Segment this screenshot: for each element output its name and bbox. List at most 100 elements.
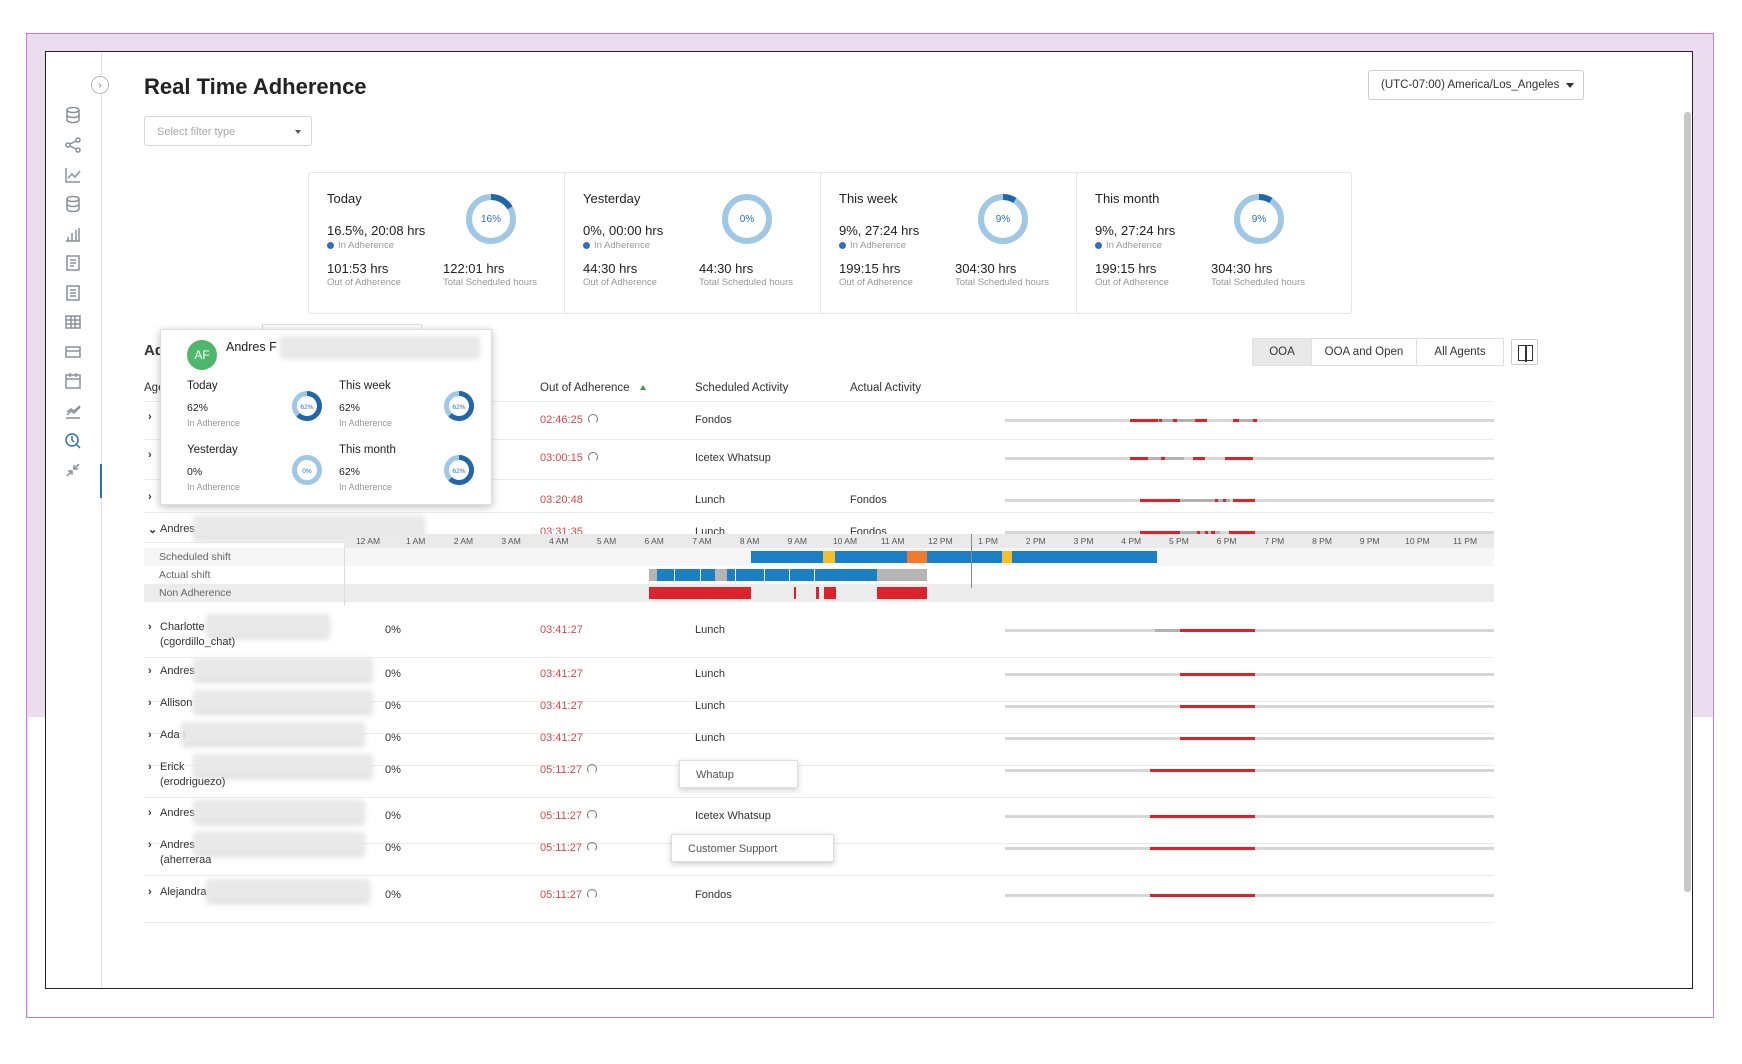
legend-dot-icon — [839, 242, 846, 249]
clock-search-icon[interactable] — [62, 430, 84, 452]
bar-chart-icon[interactable] — [62, 223, 84, 245]
agent-name-cell: Charlotte (cgordillo_chat) — [160, 620, 235, 650]
gantt-hour-tick: 5 PM — [1168, 536, 1189, 546]
actual-activity-cell: Fondos — [850, 494, 887, 506]
document-icon[interactable] — [62, 252, 84, 274]
calendar-icon[interactable] — [62, 370, 84, 392]
card-total-value: 304:30 hrs — [955, 261, 1017, 276]
chevron-right-icon[interactable]: › — [148, 807, 152, 819]
share-nodes-icon[interactable] — [62, 134, 84, 156]
header-scheduled-activity[interactable]: Scheduled Activity — [695, 382, 789, 394]
vertical-scrollbar[interactable] — [1684, 112, 1691, 892]
chevron-right-icon[interactable]: › — [148, 886, 152, 898]
gantt-segment — [835, 551, 907, 563]
gantt-hour-tick: 12 PM — [928, 536, 953, 546]
agent-name: Andres — [160, 807, 195, 819]
header-actual-activity[interactable]: Actual Activity — [850, 382, 921, 394]
chevron-right-icon[interactable]: › — [148, 729, 152, 741]
chevron-right-icon[interactable]: › — [148, 621, 152, 633]
gantt-divider — [344, 548, 345, 606]
adherence-donut: 0% — [722, 194, 772, 244]
tab-ooa-and-open[interactable]: OOA and Open — [1311, 338, 1417, 366]
card-ooa-label: Out of Adherence — [1095, 277, 1169, 288]
gantt-hour-tick: 4 PM — [1121, 536, 1142, 546]
timezone-value: (UTC-07:00) America/Los_Angeles — [1381, 79, 1560, 91]
sidebar-toggle-button[interactable]: › — [91, 76, 109, 94]
gantt-hour-tick: 5 AM — [596, 536, 617, 546]
timeline-ooa-segment — [1193, 457, 1205, 460]
timeline-idle-segment — [1180, 499, 1230, 502]
redacted-agent-name — [194, 832, 364, 854]
ooa-time: 03:00:15 — [540, 452, 583, 464]
gantt-hour-tick: 10 AM — [832, 536, 858, 546]
chevron-right-icon[interactable]: › — [148, 411, 152, 423]
timezone-select[interactable]: (UTC-07:00) America/Los_Angeles — [1368, 70, 1584, 100]
line-chart-icon[interactable] — [62, 164, 84, 186]
card-adherence-value: 0%, 00:00 hrs — [583, 223, 664, 238]
timeline-idle-segment — [1180, 531, 1220, 534]
gantt-segment — [877, 587, 927, 599]
adherence-donut-label: 0% — [740, 214, 755, 225]
out-of-adherence-cell: 05:11:27 — [540, 889, 598, 901]
gantt-segment — [794, 587, 796, 599]
ooa-time: 05:11:27 — [540, 842, 583, 854]
popover-adherence-donut-fill — [444, 391, 474, 421]
chevron-down-icon[interactable]: ⌄ — [148, 524, 158, 536]
out-of-adherence-cell: 05:11:27 — [540, 810, 598, 822]
caret-down-icon — [295, 130, 301, 134]
page-title: Real Time Adherence — [144, 74, 367, 99]
legend-dot-icon — [583, 242, 590, 249]
chevron-right-icon[interactable]: › — [148, 839, 152, 851]
ooa-time: 05:11:27 — [540, 889, 583, 901]
collapse-arrows-icon[interactable] — [62, 459, 84, 481]
chevron-right-icon[interactable]: › — [148, 449, 152, 461]
adherence-timeline — [1005, 815, 1494, 818]
card-total-value: 44:30 hrs — [699, 261, 754, 276]
agent-name-cell: Ada L — [160, 728, 189, 743]
database-icon[interactable] — [62, 104, 84, 126]
document-list-icon[interactable] — [62, 282, 84, 304]
redacted-agent-name — [194, 658, 372, 680]
gantt-hour-tick: 7 PM — [1264, 536, 1285, 546]
adherence-cell: 0% — [385, 842, 401, 854]
agent-adherence-popover: AF Andres F Today 62% In Adherence 62% This … — [160, 329, 492, 505]
gantt-label-scheduled: Scheduled shift — [159, 551, 231, 563]
timeline-ooa-segment — [1180, 705, 1255, 708]
tab-ooa-and-open-label: OOA and Open — [1324, 346, 1404, 358]
row-divider — [144, 765, 1494, 766]
card-icon[interactable] — [62, 341, 84, 363]
row-divider — [144, 439, 1494, 440]
header-agent[interactable]: Age — [144, 382, 165, 394]
header-out-of-adherence[interactable]: Out of Adherence — [540, 382, 646, 394]
columns-toggle-button[interactable] — [1511, 339, 1538, 365]
adherence-cell: 0% — [385, 624, 401, 636]
popover-period-title: Today — [187, 380, 218, 392]
chevron-right-icon[interactable]: › — [148, 491, 152, 503]
adherence-timeline — [1005, 673, 1494, 676]
card-title: This month — [1095, 191, 1160, 206]
tab-ooa[interactable]: OOA — [1252, 338, 1312, 366]
chevron-right-icon[interactable]: › — [148, 761, 152, 773]
gantt-segment — [727, 569, 837, 581]
chevron-right-icon[interactable]: › — [148, 665, 152, 677]
row-divider — [144, 922, 1494, 923]
popover-adherence-donut-label: 62% — [452, 404, 465, 411]
adherence-donut-label: 16% — [481, 214, 501, 225]
screenshot-frame: › Real Time Adherence Select filter type… — [26, 33, 1714, 1018]
agent-name-cell: Andres — [160, 806, 195, 821]
gantt-segment — [907, 551, 927, 563]
adherence-cell: 0% — [385, 668, 401, 680]
popover-period-label: In Adherence — [339, 418, 393, 428]
timeline-ooa-segment — [1233, 499, 1255, 502]
activity-tooltip-whatup: Whatup — [679, 760, 798, 788]
card-ooa-value: 199:15 hrs — [839, 261, 901, 276]
popover-adherence-donut-fill — [292, 391, 322, 421]
headset-icon — [587, 452, 598, 462]
chevron-right-icon[interactable]: › — [148, 697, 152, 709]
card-adherence-value: 9%, 27:24 hrs — [839, 223, 920, 238]
table-icon[interactable] — [62, 311, 84, 333]
filter-type-select[interactable]: Select filter type — [144, 116, 312, 146]
stacked-database-icon[interactable] — [62, 193, 84, 215]
trend-chart-icon[interactable] — [62, 400, 84, 422]
tab-all-agents[interactable]: All Agents — [1416, 338, 1504, 366]
